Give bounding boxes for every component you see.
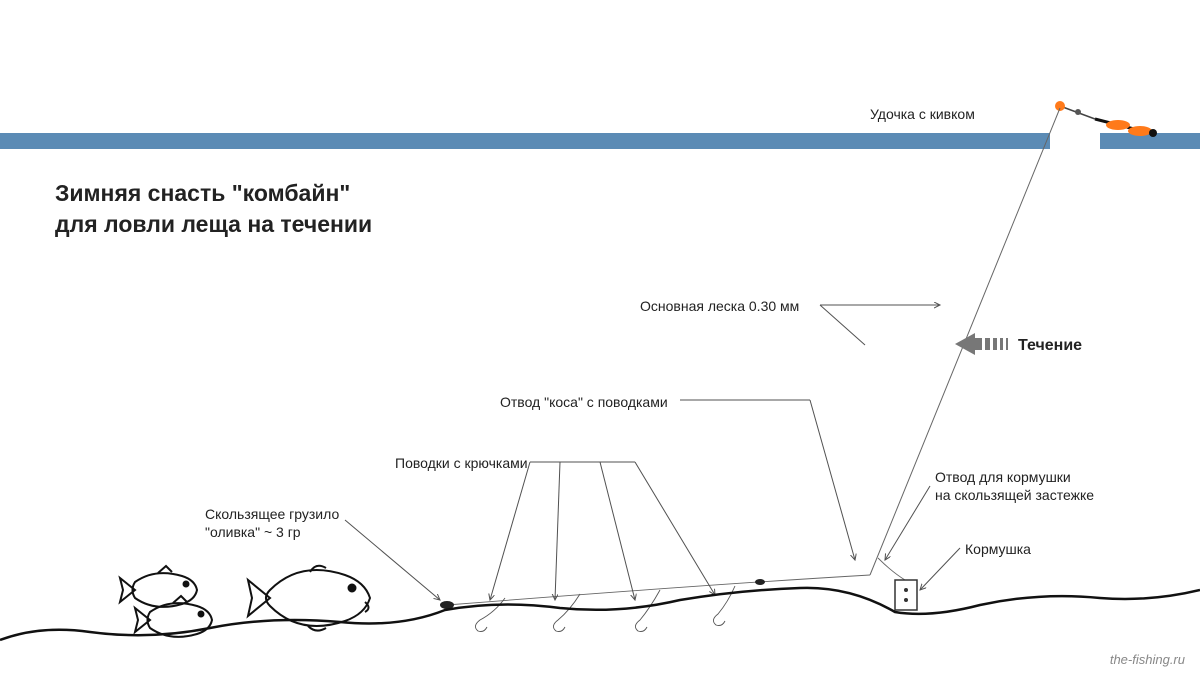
fishing-rod-icon xyxy=(1055,101,1157,137)
fish-group xyxy=(120,566,370,637)
current-arrow-icon xyxy=(955,333,1008,355)
bead-icon xyxy=(755,579,765,585)
feeder-icon xyxy=(895,580,917,610)
feeder-branch-line xyxy=(878,558,905,580)
pointer-lines xyxy=(345,305,960,600)
branch-line xyxy=(447,575,870,605)
diagram-scene xyxy=(0,0,1200,675)
